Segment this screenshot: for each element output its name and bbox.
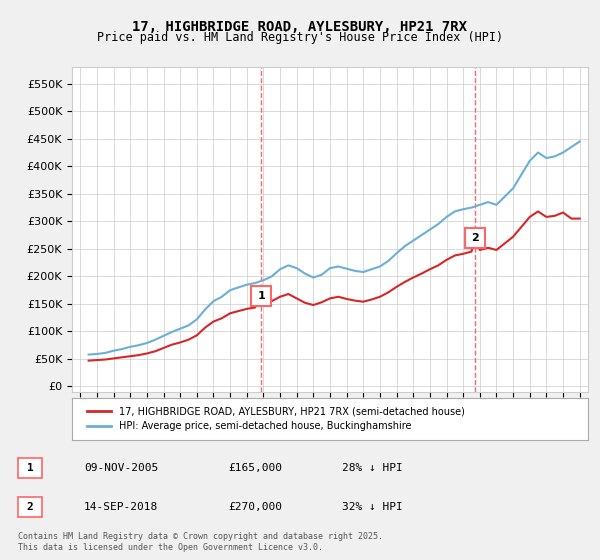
Text: Price paid vs. HM Land Registry's House Price Index (HPI): Price paid vs. HM Land Registry's House … bbox=[97, 31, 503, 44]
Text: 14-SEP-2018: 14-SEP-2018 bbox=[84, 502, 158, 512]
Text: £270,000: £270,000 bbox=[228, 502, 282, 512]
Text: 1: 1 bbox=[26, 463, 34, 473]
Text: 32% ↓ HPI: 32% ↓ HPI bbox=[342, 502, 403, 512]
Text: 1: 1 bbox=[257, 291, 265, 301]
Text: 09-NOV-2005: 09-NOV-2005 bbox=[84, 463, 158, 473]
Text: 17, HIGHBRIDGE ROAD, AYLESBURY, HP21 7RX: 17, HIGHBRIDGE ROAD, AYLESBURY, HP21 7RX bbox=[133, 20, 467, 34]
Text: 28% ↓ HPI: 28% ↓ HPI bbox=[342, 463, 403, 473]
Text: 2: 2 bbox=[26, 502, 34, 512]
Legend: 17, HIGHBRIDGE ROAD, AYLESBURY, HP21 7RX (semi-detached house), HPI: Average pri: 17, HIGHBRIDGE ROAD, AYLESBURY, HP21 7RX… bbox=[82, 402, 470, 436]
Text: Contains HM Land Registry data © Crown copyright and database right 2025.
This d: Contains HM Land Registry data © Crown c… bbox=[18, 532, 383, 552]
Text: 2: 2 bbox=[471, 233, 479, 243]
Text: £165,000: £165,000 bbox=[228, 463, 282, 473]
